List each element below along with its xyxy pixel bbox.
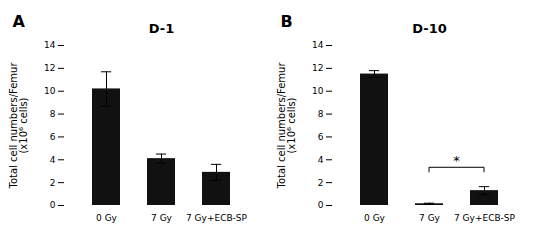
svg-text:12: 12 (44, 63, 55, 73)
svg-text:10: 10 (312, 86, 324, 96)
svg-text:7 Gy+ECB-SP: 7 Gy+ECB-SP (186, 213, 248, 223)
svg-text:7 Gy: 7 Gy (151, 213, 173, 223)
svg-text:0: 0 (50, 200, 56, 210)
svg-text:7 Gy: 7 Gy (419, 213, 441, 223)
svg-text:6: 6 (50, 132, 56, 142)
svg-text:14: 14 (44, 40, 56, 50)
svg-text:8: 8 (318, 109, 324, 119)
svg-text:D-1: D-1 (149, 21, 174, 36)
svg-text:6: 6 (318, 132, 324, 142)
svg-text:8: 8 (50, 109, 56, 119)
svg-text:Total cell numbers/Femur(x10⁶: Total cell numbers/Femur(x10⁶ cells) (8, 62, 29, 190)
svg-text:12: 12 (312, 63, 323, 73)
svg-text:B: B (281, 12, 293, 31)
svg-text:14: 14 (312, 40, 324, 50)
svg-text:0 Gy: 0 Gy (364, 213, 386, 223)
svg-text:10: 10 (44, 86, 56, 96)
svg-text:4: 4 (50, 155, 56, 165)
svg-text:2: 2 (318, 178, 324, 188)
svg-text:4: 4 (318, 155, 324, 165)
svg-text:0 Gy: 0 Gy (96, 213, 118, 223)
svg-text:0: 0 (318, 200, 324, 210)
svg-text:Total cell numbers/Femur(x10⁶: Total cell numbers/Femur(x10⁶ cells) (276, 62, 297, 190)
svg-text:7 Gy+ECB-SP: 7 Gy+ECB-SP (454, 213, 516, 223)
svg-text:D-10: D-10 (412, 21, 447, 36)
svg-text:2: 2 (50, 178, 56, 188)
svg-text:A: A (13, 12, 26, 31)
svg-text:*: * (453, 153, 460, 168)
